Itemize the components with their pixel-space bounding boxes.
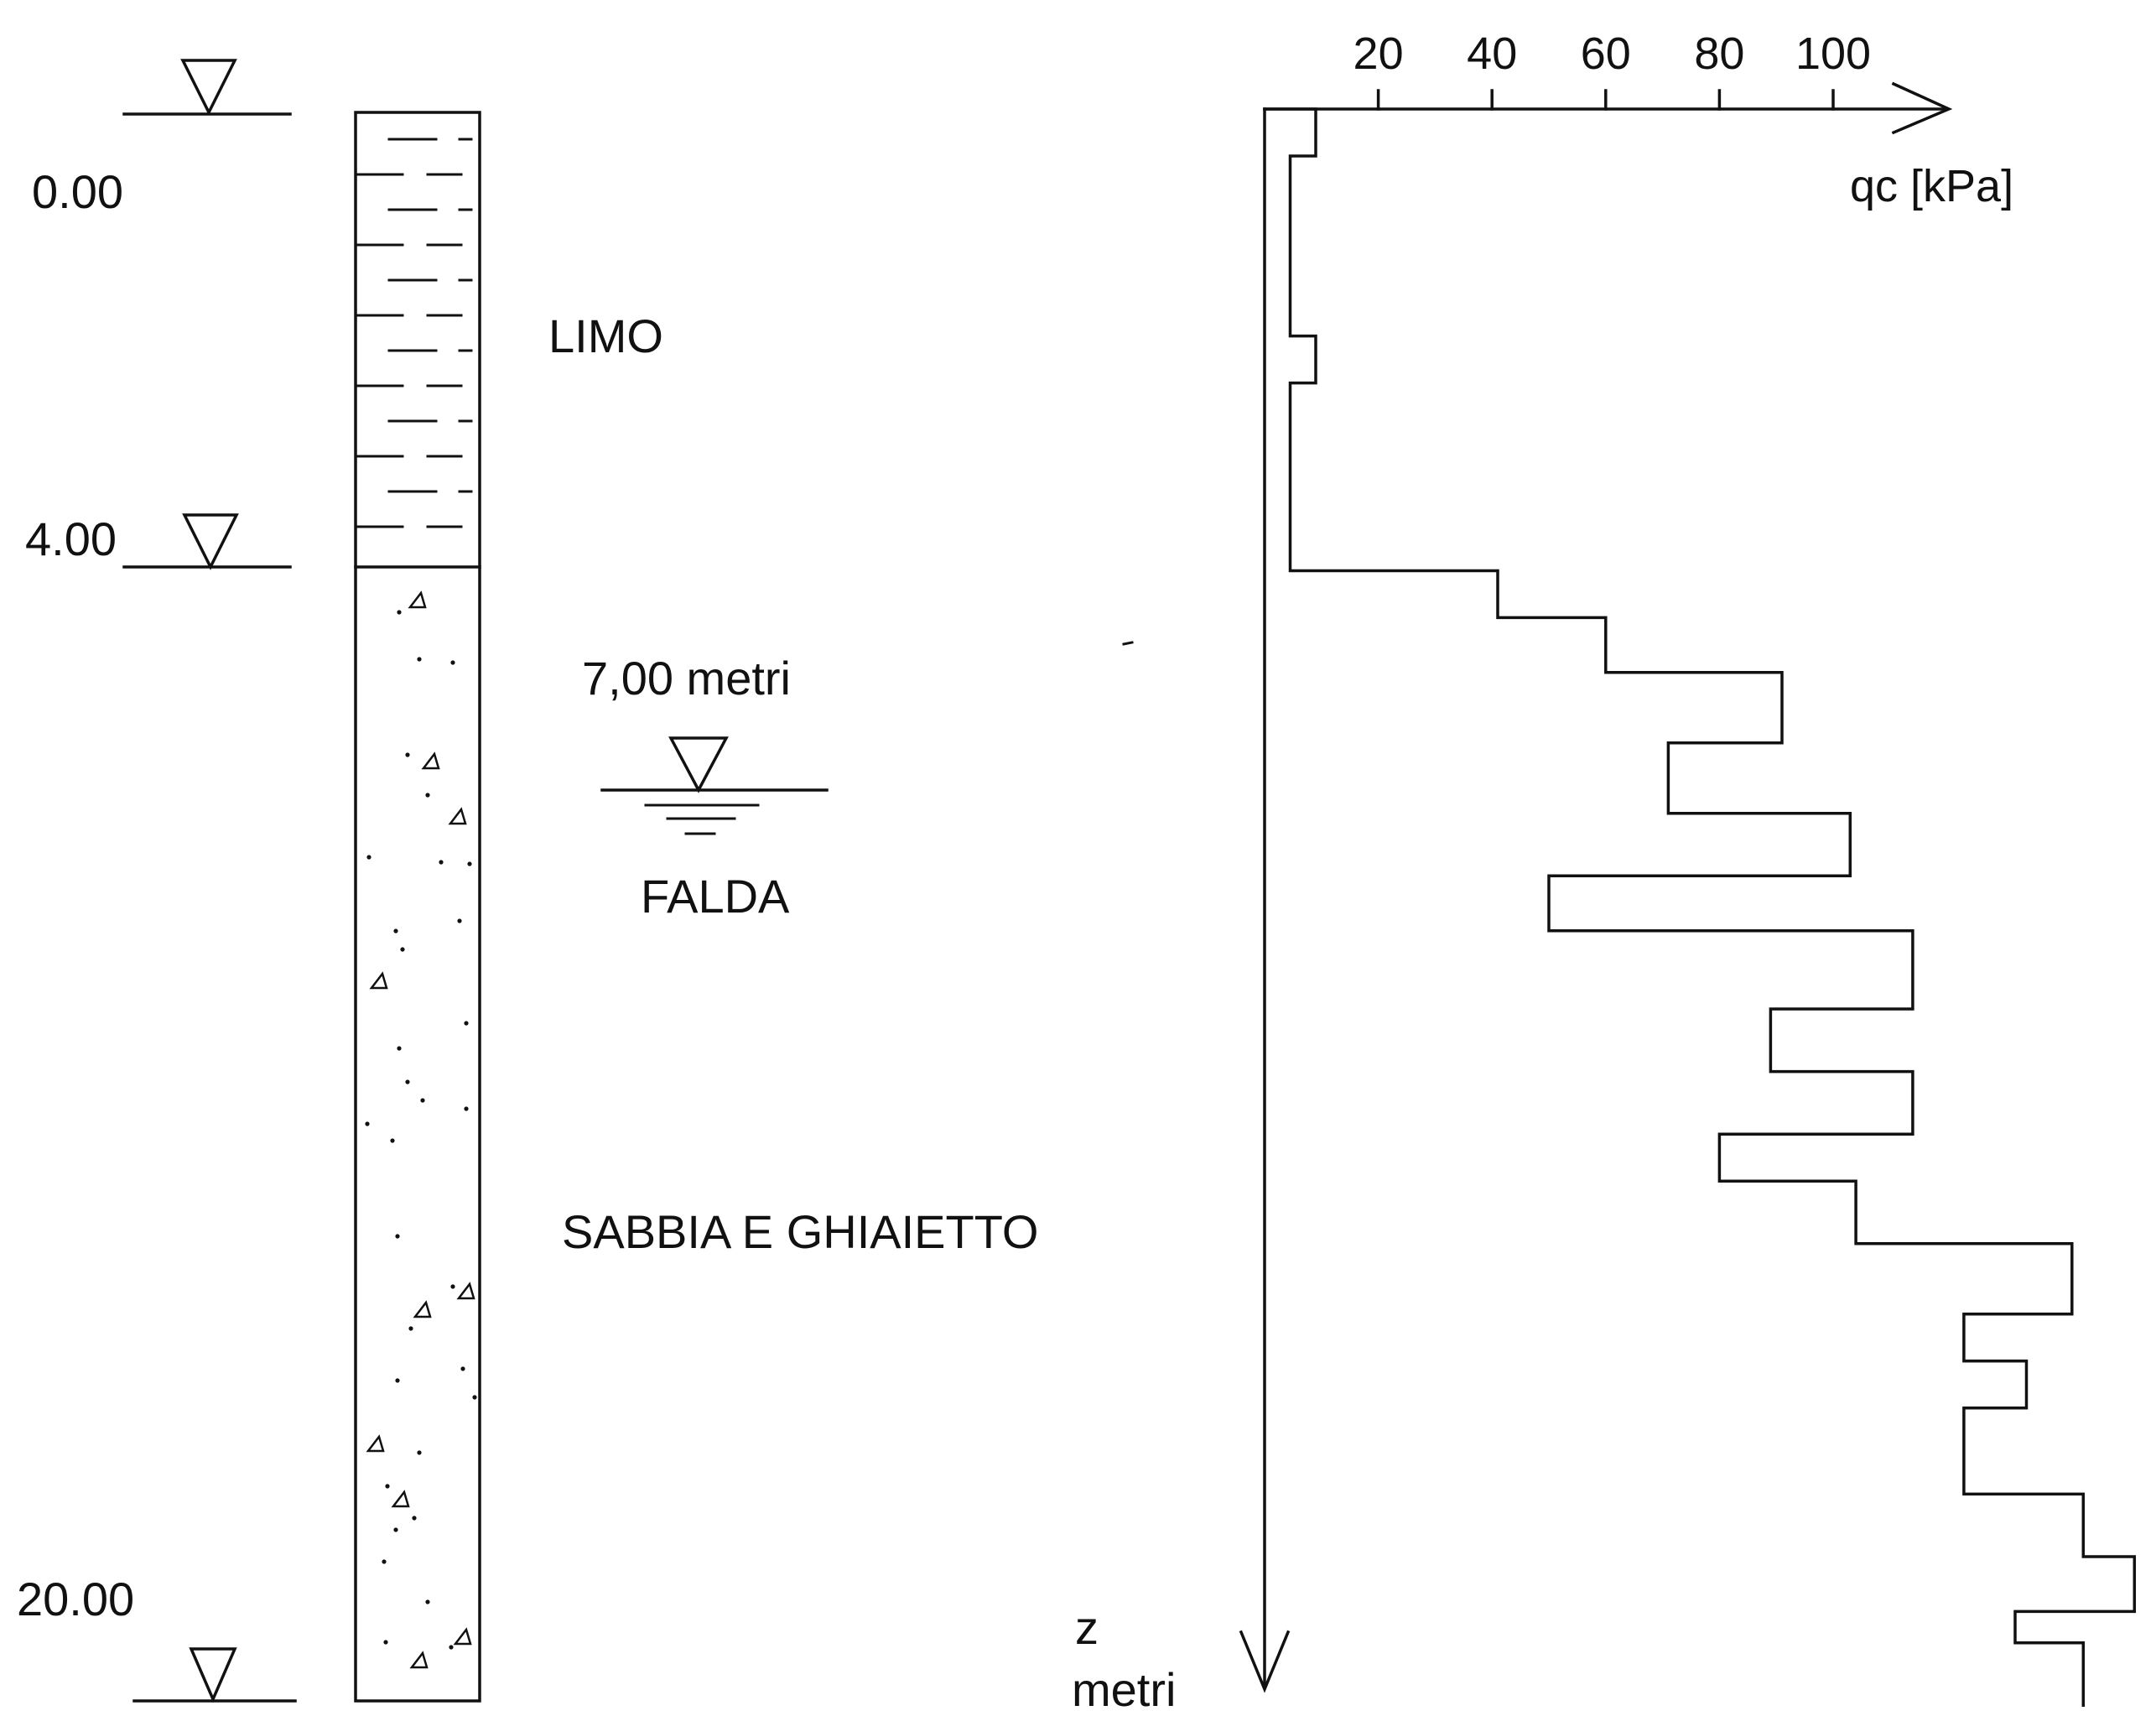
gravel-triangle-icon — [453, 1627, 472, 1646]
x-tick-label: 100 — [1795, 29, 1871, 79]
sand-dot — [460, 1366, 465, 1371]
gravel-triangle-icon — [369, 971, 388, 990]
sand-dot — [405, 1079, 410, 1084]
sand-dot — [395, 1234, 400, 1239]
level-triangle-icon — [189, 1647, 237, 1703]
water-table-marker: 7,00 metri FALDA — [582, 652, 829, 923]
depth-label-ground: 0.00 — [32, 165, 123, 218]
x-axis-arrow-icon — [1891, 81, 1953, 135]
sand-dot — [464, 1021, 469, 1026]
sand-dot — [397, 610, 402, 615]
bottom-level-marker — [132, 1647, 297, 1703]
sand-dot — [395, 1378, 400, 1383]
sand-dot — [464, 1106, 469, 1111]
layer-boundary-marker — [122, 513, 292, 570]
x-axis-label: qc [kPa] — [1850, 161, 2013, 211]
column-outline — [354, 111, 481, 1703]
sand-dot — [365, 1121, 370, 1126]
x-axis-ticks: 20 40 60 80 100 — [1353, 29, 1871, 111]
water-table-depth-label: 7,00 metri — [582, 652, 791, 705]
sand-dot — [390, 1138, 395, 1143]
sand-dot — [385, 1484, 390, 1489]
sand-dot — [393, 1527, 398, 1532]
sand-dot — [472, 1395, 477, 1400]
sand-dot — [450, 1284, 455, 1289]
water-table-triangle-icon — [668, 736, 729, 793]
sand-dot — [408, 1326, 413, 1331]
sand-dot — [405, 752, 410, 757]
sand-dot — [382, 1559, 387, 1564]
sand-dot — [412, 1516, 417, 1521]
gravel-triangle-icon — [421, 751, 440, 770]
layer-name-limo: LIMO — [548, 309, 663, 362]
layer-name-sabbia: SABBIA E GHIAIETTO — [562, 1205, 1038, 1258]
sand-dot — [457, 918, 462, 923]
y-axis-label-z: z — [1075, 1601, 1099, 1654]
depth-label-20m: 20.00 — [17, 1573, 134, 1625]
qc-step-series — [1263, 107, 2137, 1708]
sand-dot — [449, 1645, 454, 1650]
sand-dot — [439, 860, 444, 865]
gravel-triangle-icon — [409, 1651, 429, 1669]
sand-dot — [400, 947, 405, 952]
y-axis-arrow-icon — [1239, 1630, 1291, 1693]
gravel-triangle-icon — [408, 590, 427, 609]
ground-level-marker — [122, 59, 292, 116]
gravel-triangle-icon — [448, 807, 467, 825]
soil-column: 0.00 4.00 20.00 LIMO SABBIA E GHIAIETTO … — [17, 59, 1134, 1703]
x-tick-label: 80 — [1694, 29, 1744, 79]
sabbia-hatch-pattern — [365, 590, 477, 1669]
sand-dot — [425, 1599, 430, 1604]
sand-dot — [393, 928, 398, 933]
x-tick-label: 40 — [1467, 29, 1517, 79]
sand-dot — [366, 855, 371, 860]
level-triangle-icon — [180, 59, 237, 116]
x-tick-label: 60 — [1581, 29, 1631, 79]
water-table-name: FALDA — [641, 870, 790, 923]
gravel-triangle-icon — [366, 1434, 385, 1453]
depth-label-4m: 4.00 — [25, 512, 117, 565]
y-axis-label-unit: metri — [1072, 1663, 1176, 1716]
sand-dot — [417, 1450, 422, 1455]
sand-dot — [425, 793, 430, 798]
limo-hatch-pattern — [354, 138, 473, 528]
gravel-triangle-icon — [391, 1490, 410, 1508]
cpt-chart: 20 40 60 80 100 qc [kPa] z metri — [1072, 29, 2137, 1716]
sand-dot — [450, 660, 455, 665]
gravel-triangle-icon — [456, 1282, 475, 1300]
sand-dot — [467, 861, 472, 866]
sand-dot — [383, 1640, 388, 1645]
x-tick-label: 20 — [1353, 29, 1404, 79]
sand-dot — [420, 1098, 425, 1103]
sand-dot — [397, 1046, 402, 1051]
sand-dot — [417, 657, 422, 662]
level-triangle-icon — [182, 513, 239, 570]
gravel-triangle-icon — [413, 1300, 432, 1318]
